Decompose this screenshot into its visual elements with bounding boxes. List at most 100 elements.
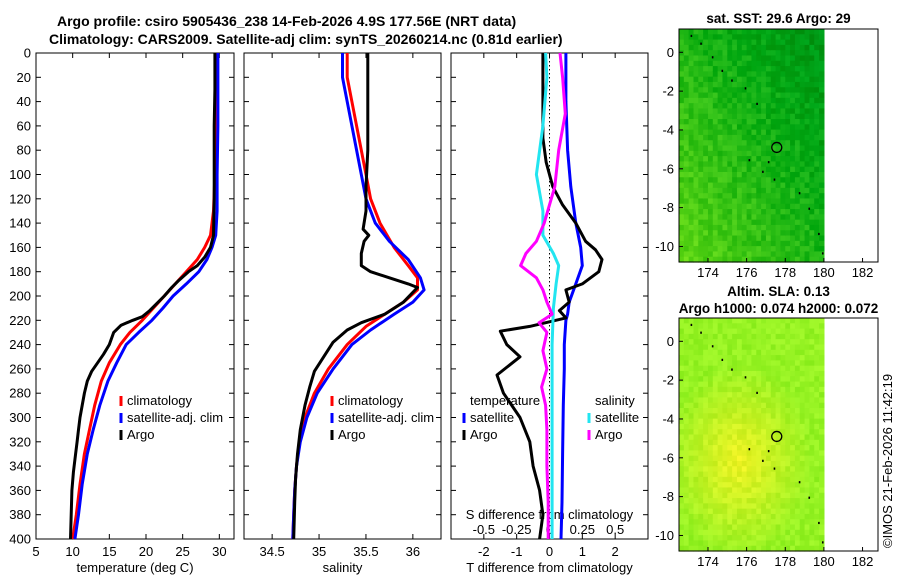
depth-tick-label: 280 (9, 386, 31, 401)
figure-title-line2: Climatology: CARS2009. Satellite-adj cli… (49, 31, 563, 47)
depth-tick-label: 140 (9, 216, 31, 231)
temperature-panel-frame (35, 52, 235, 540)
sst-map-xtick-label: 180 (813, 265, 835, 280)
depth-tick-label: 0 (24, 46, 31, 61)
diff-legend-s-sat: satellite (595, 410, 639, 425)
sst-island-markers (690, 34, 824, 255)
temperature-clim-line (71, 53, 218, 540)
sst-map-ytick-label: -2 (662, 84, 674, 99)
sst-map-frame (678, 28, 879, 263)
salinity-xtick-label: 34.5 (259, 544, 284, 559)
temperature-xtick-label: 10 (65, 544, 79, 559)
sst-map-xtick-label: 178 (774, 265, 796, 280)
difference-s-xtick-label: -0.25 (502, 522, 532, 537)
difference-t-xtick-label: -2 (478, 544, 490, 559)
sst-map-xtick-label: 182 (852, 265, 874, 280)
sst-map-xtick-label: 176 (736, 265, 758, 280)
sla-map-xtick-label: 182 (852, 554, 874, 569)
difference-t-xtick-label: 1 (579, 544, 586, 559)
depth-tick-label: 300 (9, 410, 31, 425)
depth-tick-label: 380 (9, 507, 31, 522)
depth-tick-label: 120 (9, 191, 31, 206)
diff-t-argo-line (495, 53, 604, 540)
sla-map-xtick-label: 176 (736, 554, 758, 569)
sst-map-ytick-label: -10 (655, 239, 674, 254)
diff-legend-t-sat: satellite (470, 410, 514, 425)
difference-s-xtick-label: 0.5 (606, 522, 624, 537)
sst-heatmap-cells (679, 29, 825, 263)
temperature-legend-2: Argo (127, 427, 154, 442)
depth-tick-label: 400 (9, 532, 31, 547)
sla-map-ytick-label: -2 (662, 373, 674, 388)
diff-legend-s-title: salinity (595, 393, 635, 408)
difference-t-xtick-label: -1 (511, 544, 523, 559)
difference-t-xtick-label: 0 (546, 544, 553, 559)
depth-tick-label: 320 (9, 434, 31, 449)
depth-tick-label: 260 (9, 361, 31, 376)
depth-tick-label: 240 (9, 337, 31, 352)
depth-tick-label: 180 (9, 264, 31, 279)
diff-legend-s-argo: Argo (595, 427, 622, 442)
sst-map-ytick-label: -8 (662, 200, 674, 215)
salinity-xlabel: salinity (323, 560, 363, 575)
difference-s-xtick-label: -0.5 (473, 522, 495, 537)
timestamp-label: ©IMOS 21-Feb-2026 11:42:19 (880, 373, 895, 548)
depth-tick-label: 200 (9, 289, 31, 304)
salinity-legend-2: Argo (338, 427, 365, 442)
sst-map-xtick-label: 174 (697, 265, 719, 280)
sla-map-xtick-label: 178 (774, 554, 796, 569)
depth-tick-label: 360 (9, 483, 31, 498)
temperature-xtick-label: 15 (102, 544, 116, 559)
sst-float-position-marker (771, 141, 783, 154)
temperature-xtick-label: 5 (32, 544, 39, 559)
diff-legend-t-title: temperature (470, 393, 540, 408)
sla-island-markers (690, 323, 824, 544)
depth-tick-label: 340 (9, 459, 31, 474)
difference-t-xlabel: T difference from climatology (466, 560, 633, 575)
difference-s-xtick-label: 0.25 (570, 522, 595, 537)
sla-map-ytick-label: -6 (662, 450, 674, 465)
salinity-argo-line (292, 53, 419, 540)
depth-tick-label: 20 (17, 70, 31, 85)
temperature-xtick-label: 25 (175, 544, 189, 559)
sst-map-title: sat. SST: 29.6 Argo: 29 (706, 11, 850, 26)
temperature-xtick-label: 20 (139, 544, 153, 559)
diff-s-sat-line (534, 52, 561, 539)
difference-s-xlabel: S difference from climatology (466, 507, 634, 522)
figure-title-line1: Argo profile: csiro 5905436_238 14-Feb-2… (57, 13, 517, 29)
sla-map-xtick-label: 174 (697, 554, 719, 569)
diff-s-argo-line (519, 52, 567, 539)
diff-legend-t-argo: Argo (470, 427, 497, 442)
sla-map-ytick-label: -4 (662, 411, 674, 426)
salinity-legend-0: climatology (338, 393, 404, 408)
temperature-xtick-label: 30 (212, 544, 226, 559)
temperature-argo-line (69, 53, 217, 540)
sst-map-ytick-label: -4 (662, 122, 674, 137)
depth-tick-label: 100 (9, 167, 31, 182)
sla-map-title-line2: Argo h1000: 0.074 h2000: 0.072 (679, 301, 879, 316)
temperature-legend-1: satellite-adj. clim (127, 410, 223, 425)
salinity-xtick-label: 35.5 (353, 544, 378, 559)
difference-t-xtick-label: 2 (612, 544, 619, 559)
temperature-xlabel: temperature (deg C) (76, 560, 193, 575)
temperature-legend-0: climatology (127, 393, 193, 408)
salinity-legend-1: satellite-adj. clim (338, 410, 434, 425)
sla-map-xtick-label: 180 (813, 554, 835, 569)
depth-tick-label: 220 (9, 313, 31, 328)
salinity-clim-line (291, 53, 419, 540)
salinity-xtick-label: 36 (406, 544, 420, 559)
sla-heatmap-cells (679, 318, 825, 552)
sst-map-ytick-label: 0 (667, 45, 674, 60)
depth-tick-label: 60 (17, 118, 31, 133)
sla-map-ytick-label: 0 (667, 334, 674, 349)
sla-map-ytick-label: -8 (662, 489, 674, 504)
salinity-sat-line (291, 53, 426, 540)
depth-tick-label: 80 (17, 143, 31, 158)
sla-map-title-line1: Altim. SLA: 0.13 (727, 284, 830, 299)
sla-map-frame (678, 317, 879, 552)
depth-tick-label: 40 (17, 94, 31, 109)
depth-tick-label: 160 (9, 240, 31, 255)
sla-map-ytick-label: -10 (655, 528, 674, 543)
salinity-xtick-label: 35 (312, 544, 326, 559)
